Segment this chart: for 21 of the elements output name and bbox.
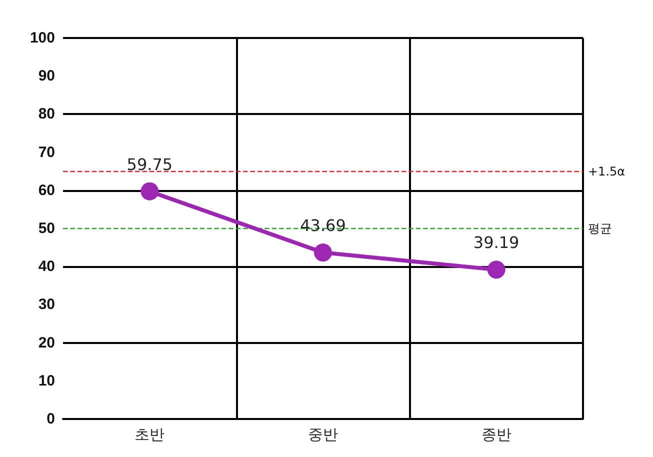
y-tick-label: 50: [38, 220, 55, 237]
point: [140, 182, 159, 200]
point: [487, 260, 506, 279]
y-tick-label: 0: [46, 410, 55, 428]
data-label: 59.75: [126, 154, 173, 174]
y-tick-label: 80: [38, 106, 55, 123]
x-tick-label: 초반: [134, 426, 165, 444]
y-tick-label: 60: [38, 182, 55, 199]
y-tick-label: 100: [30, 30, 55, 46]
point: [314, 244, 332, 262]
y-tick-label: 40: [38, 258, 55, 276]
y-tick-label: 90: [38, 68, 55, 85]
data-label: 39.19: [473, 233, 520, 252]
x-tick-label: 종반: [481, 426, 512, 444]
ref-line-label: +1.5α: [588, 164, 626, 178]
y-tick-label: 20: [38, 334, 55, 352]
ref-line-label: 평균: [588, 222, 612, 236]
y-tick-label: 10: [38, 372, 55, 390]
y-tick-label: 30: [38, 296, 55, 314]
y-tick-label: 70: [38, 144, 55, 161]
x-tick-label: 중반: [308, 426, 338, 444]
